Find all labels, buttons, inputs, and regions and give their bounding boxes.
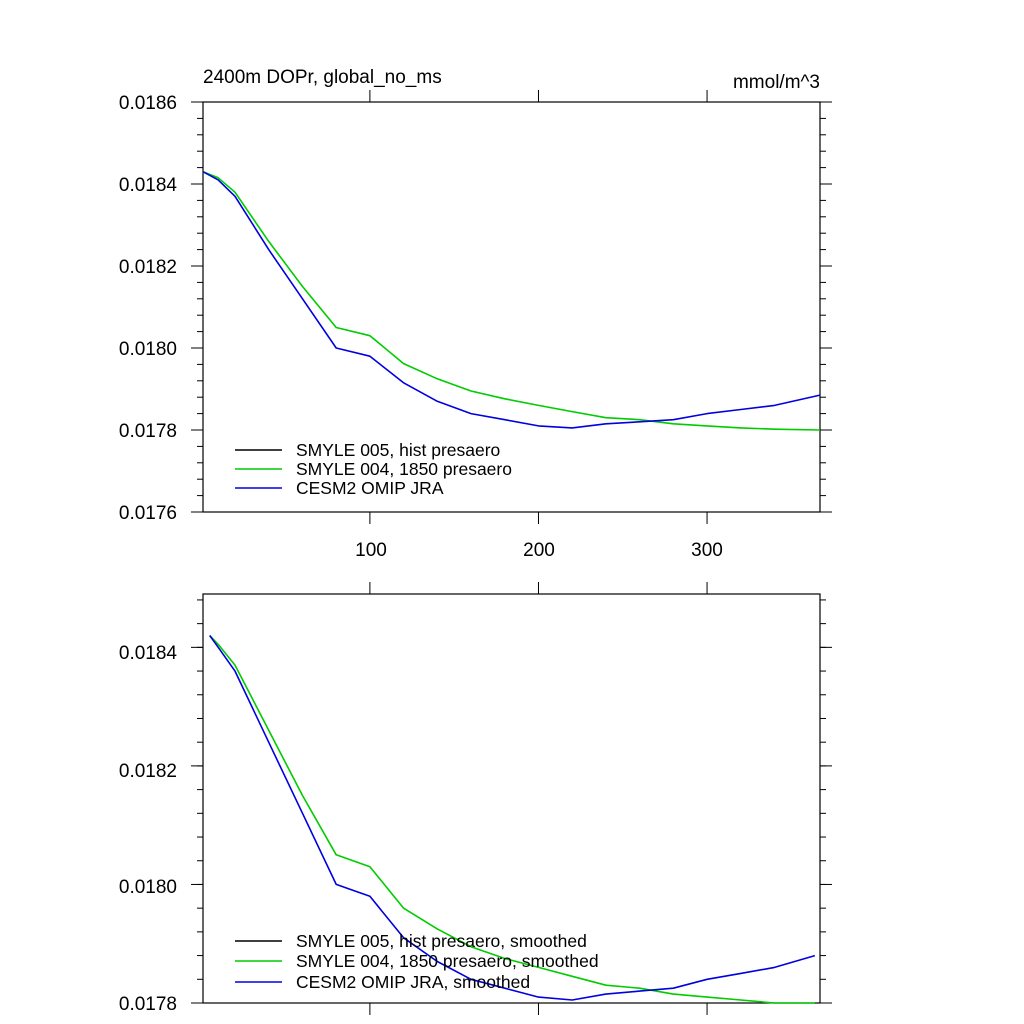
top-y-tick-label-0178: 0.0178 (119, 421, 177, 442)
top-title-right: mmol/m^3 (733, 72, 820, 93)
top-series-line-1 (202, 170, 821, 431)
bottom-y-tick-label-0182: 0.0182 (119, 761, 177, 782)
top-legend-label-cesm2: CESM2 OMIP JRA (296, 478, 444, 498)
top-y-tick-label-0182: 0.0182 (119, 257, 177, 278)
bottom-axis-ticks (191, 582, 832, 1015)
bottom-series-line-2 (209, 635, 816, 1001)
top-x-tick-label-100: 100 (355, 540, 387, 561)
bottom-y-tick-label-0184: 0.0184 (119, 643, 178, 664)
bottom-plot-frame (202, 593, 821, 1004)
top-x-tick-label-200: 200 (523, 540, 555, 561)
top-legend-label-smyle005: SMYLE 005, hist presaero (296, 440, 500, 460)
top-title-left: 2400m DOPr, global_no_ms (203, 67, 442, 88)
bottom-panel: 0.0184 0.0182 0.0180 0.0178 SMYLE 005, h… (119, 582, 832, 1015)
top-plot-frame (202, 101, 821, 513)
top-panel: 2400m DOPr, global_no_ms mmol/m^3 0.0186… (119, 67, 832, 561)
bottom-legend-label-smyle005: SMYLE 005, hist presaero, smoothed (296, 931, 587, 951)
top-y-tick-label-0180: 0.0180 (119, 339, 177, 360)
bottom-y-tick-label-0180: 0.0180 (119, 877, 177, 898)
bottom-series-line-1 (209, 634, 815, 1004)
top-axis-ticks (191, 90, 832, 524)
top-y-tick-label-0184: 0.0184 (119, 175, 178, 196)
top-y-tick-label-0176: 0.0176 (119, 503, 177, 524)
bottom-legend-label-cesm2: CESM2 OMIP JRA, smoothed (296, 972, 530, 992)
top-series-lines (202, 170, 821, 431)
bottom-y-tick-label-0178: 0.0178 (119, 994, 177, 1015)
bottom-series-lines (209, 634, 816, 1004)
top-x-tick-label-300: 300 (691, 540, 723, 561)
top-y-tick-label-0186: 0.0186 (119, 93, 177, 114)
bottom-legend-label-smyle004: SMYLE 004, 1850 presaero, smoothed (296, 951, 599, 971)
top-legend: SMYLE 005, hist presaero SMYLE 004, 1850… (235, 440, 512, 498)
bottom-legend: SMYLE 005, hist presaero, smoothed SMYLE… (235, 931, 599, 992)
top-series-line-2 (202, 170, 821, 429)
top-legend-label-smyle004: SMYLE 004, 1850 presaero (296, 459, 512, 479)
